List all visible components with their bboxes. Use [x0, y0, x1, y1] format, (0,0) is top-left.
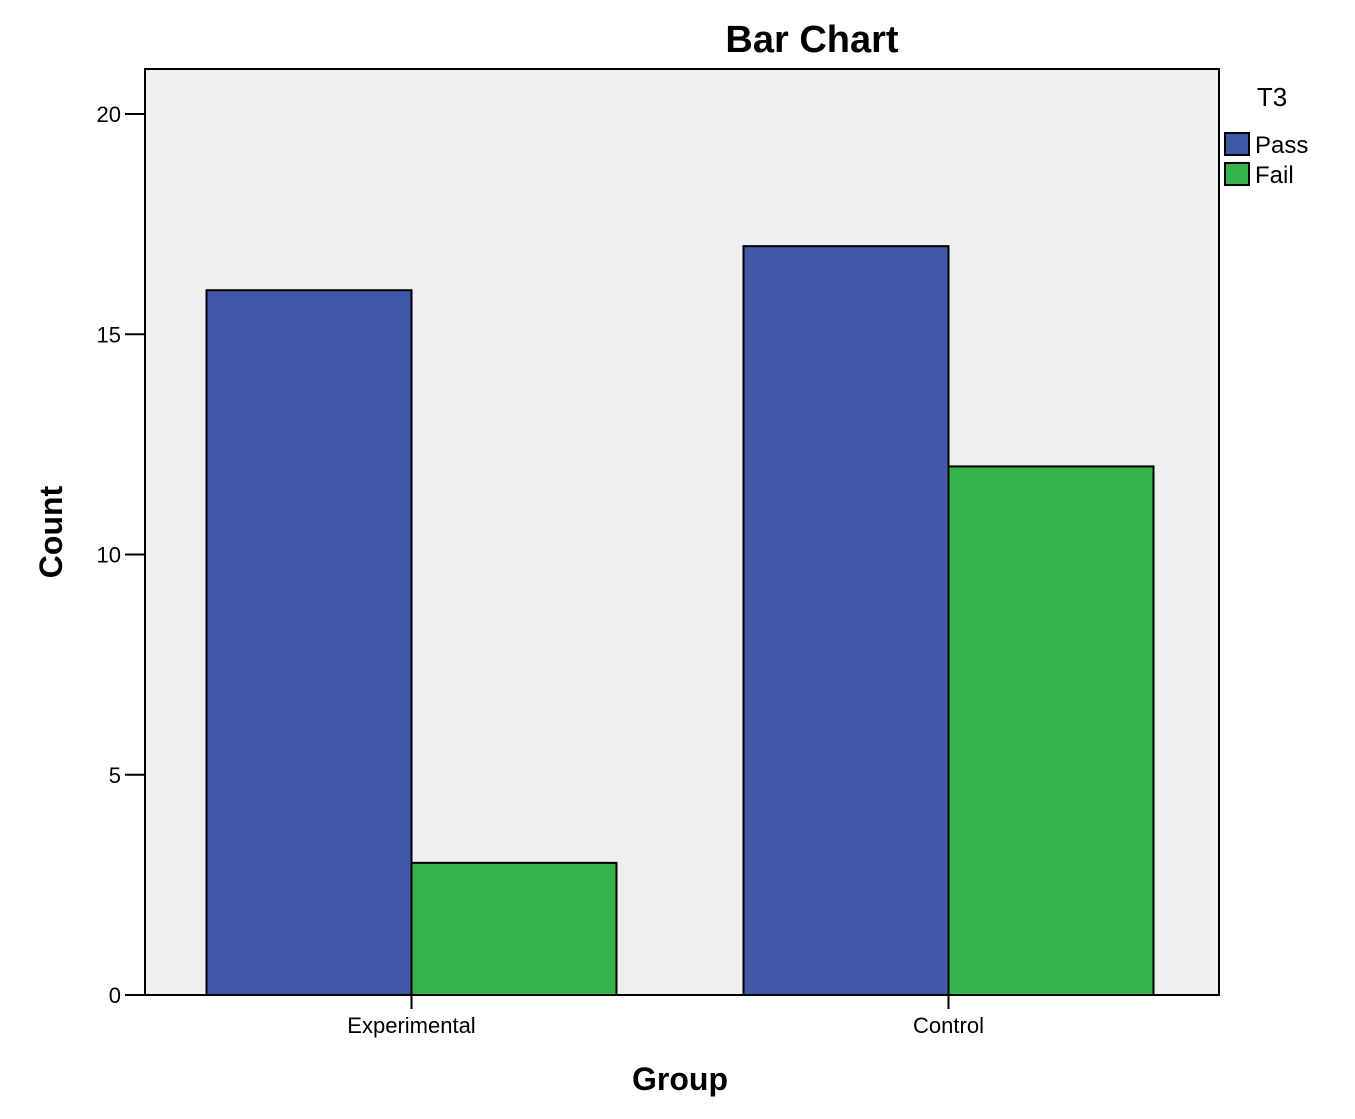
legend-swatch-fail — [1224, 162, 1250, 186]
legend: T3 Pass Fail — [1224, 82, 1308, 189]
y-tick-label: 20 — [97, 102, 121, 127]
x-axis-title: Group — [632, 1061, 728, 1097]
legend-swatch-pass — [1224, 132, 1250, 156]
legend-label-pass: Pass — [1255, 132, 1308, 159]
y-tick-label: 0 — [109, 983, 121, 1008]
bar-pass-experimental — [205, 289, 413, 996]
x-tick-label: Control — [913, 1013, 984, 1038]
bar-pass-control — [742, 245, 950, 996]
chart-title: Bar Chart — [725, 19, 898, 61]
y-axis: 0 5 10 15 20 — [97, 102, 145, 1008]
x-tick-label: Experimental — [347, 1013, 475, 1038]
y-axis-title: Count — [33, 485, 69, 578]
y-tick-label: 15 — [97, 322, 121, 347]
x-axis: Experimental Control — [347, 995, 984, 1038]
bar-fail-experimental — [410, 861, 618, 996]
y-tick-label: 5 — [109, 763, 121, 788]
bars-group — [205, 245, 1155, 996]
y-tick-label: 10 — [97, 543, 121, 568]
legend-label-fail: Fail — [1255, 162, 1294, 189]
legend-title: T3 — [1257, 82, 1287, 112]
bar-fail-control — [947, 465, 1155, 996]
